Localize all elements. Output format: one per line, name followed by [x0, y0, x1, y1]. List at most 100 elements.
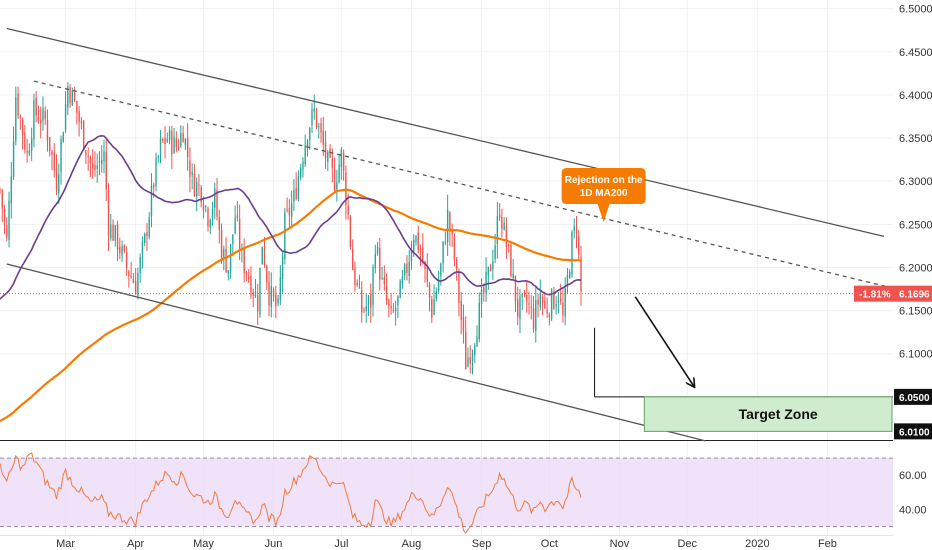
candle-body [553, 291, 555, 309]
candle-body [130, 275, 132, 278]
rsi-line [0, 452, 582, 534]
candle-body [252, 292, 254, 296]
candle-body [435, 291, 438, 300]
price-tick-label: 6.4500 [899, 47, 932, 59]
candle-body [356, 282, 358, 285]
candle-body [26, 150, 28, 153]
candle-body [49, 137, 51, 151]
candle-body [134, 281, 137, 295]
time-tick-label: Mar [56, 538, 75, 550]
candle-body [286, 209, 288, 211]
candle-body [437, 278, 440, 291]
candle-body [0, 189, 1, 191]
time-tick-label: Nov [610, 538, 630, 550]
price-tick-label: 6.2000 [899, 262, 932, 274]
candle-body [376, 246, 379, 254]
candle-body [460, 300, 462, 320]
candle-body [351, 248, 354, 271]
ma200-line [0, 188, 582, 423]
candle-body [467, 357, 469, 367]
candle-body [105, 151, 107, 190]
candle-body [385, 286, 388, 301]
candle-body [302, 161, 304, 170]
candle-body [501, 217, 503, 230]
time-axis: Mar Apr May Jun Jul Aug Sep Oct Nov Dec 2020 Feb [56, 538, 837, 550]
candle-body [293, 189, 295, 202]
candle-body [3, 209, 6, 222]
candle-body [171, 131, 173, 154]
candle-body [243, 247, 245, 274]
candle-body [30, 138, 33, 151]
candle-body [462, 317, 465, 332]
ma50-line [0, 134, 582, 300]
candle-body [575, 228, 578, 234]
candle-body [139, 257, 141, 274]
candle-body [110, 224, 112, 239]
candle-body [284, 212, 286, 260]
grid-lines [0, 0, 893, 536]
candle-body [207, 208, 209, 227]
candle-body [505, 226, 508, 247]
candle-body [193, 173, 196, 196]
time-tick-label: May [193, 538, 214, 550]
time-tick-label: Apr [127, 538, 144, 550]
candle-body [358, 287, 361, 289]
candle-body [548, 314, 551, 318]
candle-body [132, 279, 135, 283]
candle-body [333, 170, 336, 192]
candle-body [370, 293, 372, 308]
candle-body [451, 229, 453, 235]
candle-body [175, 138, 178, 148]
callout-line-1: Rejection on the [565, 175, 643, 186]
rsi-pane [0, 452, 893, 534]
candle-body [535, 300, 537, 331]
candle-body [331, 158, 334, 169]
candle-body [367, 296, 370, 305]
candle-body [365, 306, 367, 311]
candle-body [67, 86, 69, 108]
level-label-lower: 6.0100 [899, 427, 930, 438]
candle-body [489, 265, 492, 272]
candle-body [338, 164, 340, 183]
target-zone-box [643, 396, 893, 432]
candle-body [261, 246, 263, 265]
candle-body [125, 252, 128, 268]
candle-body [537, 299, 539, 305]
candle-body [512, 273, 514, 279]
candle-body [250, 275, 252, 296]
candle-body [153, 184, 155, 187]
candle-body [168, 130, 171, 141]
time-tick-label: Sep [472, 538, 492, 550]
candle-body [19, 116, 22, 118]
callout-bubble [561, 168, 646, 223]
candle-body [214, 188, 216, 208]
candle-body [526, 295, 528, 302]
candle-body [519, 296, 521, 320]
candle-body [446, 209, 449, 243]
candle-body [426, 267, 428, 282]
candle-body [58, 174, 60, 194]
candle-body [254, 292, 257, 297]
candle-body [279, 277, 282, 300]
rsi-tick-label: 60.00 [899, 470, 927, 482]
candle-body [413, 239, 415, 253]
price-tick-label: 6.3000 [899, 176, 932, 188]
candle-body [232, 234, 234, 245]
candle-body [318, 125, 320, 127]
candle-body [123, 245, 126, 251]
candle-body [311, 109, 313, 125]
candle-body [182, 133, 184, 143]
candle-body [21, 118, 24, 135]
time-tick-label: Jul [334, 538, 348, 550]
candle-body [17, 93, 19, 116]
candle-body [295, 187, 297, 199]
candle-body [480, 289, 483, 304]
candle-body [205, 206, 207, 208]
candle-body [544, 300, 546, 309]
candle-body [381, 277, 383, 279]
candle-body [397, 295, 399, 306]
candle-body [566, 275, 569, 287]
last-price-tag [894, 285, 932, 302]
candle-body [528, 303, 530, 305]
candle-body [55, 168, 58, 191]
